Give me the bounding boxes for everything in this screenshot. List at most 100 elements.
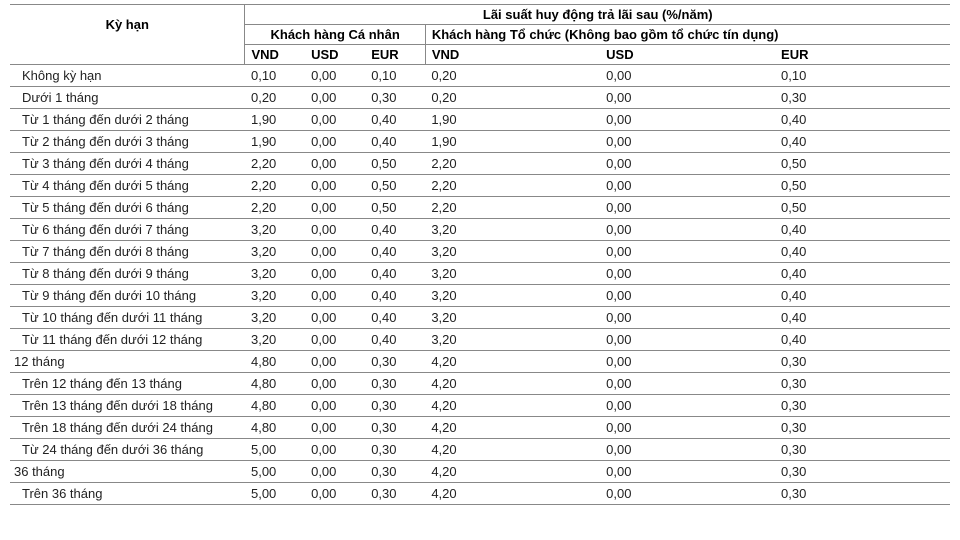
cell-org-vnd: 2,20 [425,153,600,175]
cell-term: Từ 8 tháng đến dưới 9 tháng [10,263,245,285]
cell-org-usd: 0,00 [600,417,775,439]
cell-personal-usd: 0,00 [305,87,365,109]
table-row: Trên 13 tháng đến dưới 18 tháng4,800,000… [10,395,950,417]
cell-personal-usd: 0,00 [305,461,365,483]
interest-rate-table: Kỳ hạn Lãi suất huy động trả lãi sau (%/… [10,4,950,505]
cell-org-eur: 0,50 [775,153,950,175]
table-row: Từ 9 tháng đến dưới 10 tháng3,200,000,40… [10,285,950,307]
cell-personal-usd: 0,00 [305,175,365,197]
cell-personal-eur: 0,40 [365,307,425,329]
cell-term: Từ 1 tháng đến dưới 2 tháng [10,109,245,131]
table-row: Từ 6 tháng đến dưới 7 tháng3,200,000,403… [10,219,950,241]
cell-term: 12 tháng [10,351,245,373]
header-empty [10,45,245,65]
cell-org-usd: 0,00 [600,263,775,285]
cell-personal-usd: 0,00 [305,131,365,153]
cell-term: Từ 11 tháng đến dưới 12 tháng [10,329,245,351]
cell-org-eur: 0,40 [775,241,950,263]
cell-personal-usd: 0,00 [305,395,365,417]
header-usd-org: USD [600,45,775,65]
cell-org-eur: 0,30 [775,87,950,109]
cell-term: Từ 3 tháng đến dưới 4 tháng [10,153,245,175]
cell-org-usd: 0,00 [600,373,775,395]
cell-personal-vnd: 2,20 [245,175,305,197]
cell-personal-usd: 0,00 [305,307,365,329]
cell-personal-eur: 0,30 [365,417,425,439]
cell-term: Trên 36 tháng [10,483,245,505]
cell-personal-vnd: 5,00 [245,483,305,505]
cell-personal-vnd: 4,80 [245,351,305,373]
cell-org-usd: 0,00 [600,153,775,175]
cell-org-vnd: 3,20 [425,285,600,307]
cell-personal-eur: 0,50 [365,153,425,175]
table-row: Từ 8 tháng đến dưới 9 tháng3,200,000,403… [10,263,950,285]
cell-personal-eur: 0,30 [365,87,425,109]
cell-personal-eur: 0,50 [365,175,425,197]
cell-personal-eur: 0,40 [365,329,425,351]
cell-personal-usd: 0,00 [305,153,365,175]
cell-personal-usd: 0,00 [305,483,365,505]
header-sub-personal: Khách hàng Cá nhân [245,25,425,45]
header-eur-org: EUR [775,45,950,65]
cell-org-vnd: 3,20 [425,241,600,263]
cell-personal-eur: 0,30 [365,483,425,505]
cell-org-usd: 0,00 [600,351,775,373]
cell-org-eur: 0,50 [775,175,950,197]
header-sub-organization: Khách hàng Tổ chức (Không bao gồm tổ chứ… [425,25,950,45]
cell-org-usd: 0,00 [600,131,775,153]
table-header: Kỳ hạn Lãi suất huy động trả lãi sau (%/… [10,5,950,65]
cell-personal-eur: 0,40 [365,109,425,131]
cell-term: Dưới 1 tháng [10,87,245,109]
cell-personal-vnd: 3,20 [245,219,305,241]
cell-term: Từ 6 tháng đến dưới 7 tháng [10,219,245,241]
cell-personal-vnd: 2,20 [245,153,305,175]
cell-org-vnd: 4,20 [425,417,600,439]
cell-personal-vnd: 3,20 [245,263,305,285]
cell-org-eur: 0,40 [775,285,950,307]
cell-org-vnd: 3,20 [425,329,600,351]
cell-term: Không kỳ hạn [10,65,245,87]
header-eur-personal: EUR [365,45,425,65]
cell-org-vnd: 4,20 [425,373,600,395]
interest-rate-table-wrapper: Kỳ hạn Lãi suất huy động trả lãi sau (%/… [0,0,960,540]
cell-personal-eur: 0,30 [365,351,425,373]
cell-personal-usd: 0,00 [305,329,365,351]
cell-org-usd: 0,00 [600,483,775,505]
table-row: Từ 24 tháng đến dưới 36 tháng5,000,000,3… [10,439,950,461]
cell-personal-eur: 0,40 [365,241,425,263]
table-row: Từ 5 tháng đến dưới 6 tháng2,200,000,502… [10,197,950,219]
cell-personal-usd: 0,00 [305,439,365,461]
cell-term: 36 tháng [10,461,245,483]
table-row: Từ 10 tháng đến dưới 11 tháng3,200,000,4… [10,307,950,329]
cell-org-eur: 0,30 [775,373,950,395]
cell-personal-usd: 0,00 [305,109,365,131]
cell-personal-vnd: 0,10 [245,65,305,87]
cell-org-usd: 0,00 [600,65,775,87]
cell-personal-vnd: 5,00 [245,461,305,483]
cell-org-vnd: 4,20 [425,395,600,417]
cell-personal-usd: 0,00 [305,219,365,241]
cell-personal-vnd: 4,80 [245,417,305,439]
cell-org-eur: 0,30 [775,417,950,439]
cell-personal-usd: 0,00 [305,373,365,395]
cell-org-vnd: 2,20 [425,175,600,197]
cell-personal-usd: 0,00 [305,285,365,307]
cell-personal-vnd: 4,80 [245,395,305,417]
table-row: Trên 18 tháng đến dưới 24 tháng4,800,000… [10,417,950,439]
header-vnd-personal: VND [245,45,305,65]
cell-org-vnd: 1,90 [425,109,600,131]
cell-org-usd: 0,00 [600,175,775,197]
table-row: Trên 36 tháng5,000,000,304,200,000,30 [10,483,950,505]
cell-org-vnd: 2,20 [425,197,600,219]
table-row: Từ 2 tháng đến dưới 3 tháng1,900,000,401… [10,131,950,153]
cell-org-eur: 0,40 [775,263,950,285]
table-row: 36 tháng5,000,000,304,200,000,30 [10,461,950,483]
cell-personal-eur: 0,40 [365,131,425,153]
cell-personal-vnd: 2,20 [245,197,305,219]
cell-org-vnd: 3,20 [425,263,600,285]
cell-org-eur: 0,30 [775,351,950,373]
header-usd-personal: USD [305,45,365,65]
cell-org-vnd: 0,20 [425,65,600,87]
cell-personal-vnd: 5,00 [245,439,305,461]
cell-personal-eur: 0,30 [365,395,425,417]
